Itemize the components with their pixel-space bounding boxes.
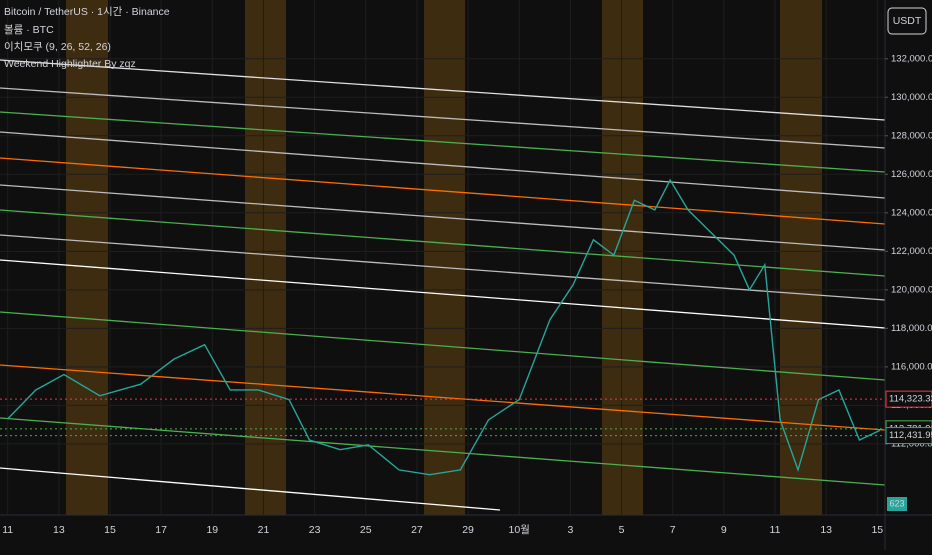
legend-line: 볼륨 · BTC (4, 24, 54, 36)
volume-tag-bg (887, 497, 907, 511)
legend-line: 이치모쿠 (9, 26, 52, 26) (4, 41, 111, 53)
x-tick-label: 11 (770, 524, 781, 536)
x-tick-label: 17 (155, 524, 167, 536)
trend-lines (0, 59, 886, 511)
trend-line (0, 311, 886, 381)
price-line (7, 178, 881, 476)
x-tick-label: 25 (360, 524, 372, 536)
x-tick-label: 29 (462, 524, 474, 536)
x-tick-label: 27 (411, 524, 423, 536)
x-tick-label: 15 (104, 524, 116, 536)
weekend-band (424, 0, 465, 515)
x-tick-label: 13 (820, 524, 832, 536)
x-tick-label: 15 (871, 524, 883, 536)
y-tick-label: 126,000.00 (891, 169, 932, 180)
trend-line (0, 184, 886, 251)
x-tick-label: 9 (721, 524, 727, 536)
chart-title: Bitcoin / TetherUS · 1시간 · Binance (4, 6, 170, 18)
y-tick-label: 124,000.00 (891, 207, 932, 218)
x-tick-label: 3 (567, 524, 573, 536)
y-tick-label: 132,000.00 (891, 53, 932, 64)
weekend-bands (66, 0, 822, 515)
weekend-band (66, 0, 108, 515)
y-tick-label: 120,000.00 (891, 284, 932, 295)
trend-line (0, 417, 886, 486)
y-tick-label: 116,000.00 (891, 361, 932, 372)
trend-line (0, 59, 886, 121)
x-tick-label: 13 (53, 524, 65, 536)
currency-button[interactable] (887, 7, 927, 35)
trend-line (0, 157, 886, 225)
price-tag-bg (885, 390, 932, 408)
legend-line: Weekend Highlighter By zqz (4, 58, 136, 70)
trend-line (0, 209, 886, 277)
x-tick-label: 23 (309, 524, 321, 536)
x-tick-label: 11 (2, 524, 13, 536)
price-tag: 112,431.95 (889, 430, 932, 441)
x-tick-label: 21 (258, 524, 270, 536)
trend-line (0, 364, 886, 431)
trend-line (0, 111, 886, 173)
plot (7, 178, 881, 476)
x-tick-label: 19 (206, 524, 218, 536)
trend-line (0, 234, 886, 301)
x-tick-label: 5 (619, 524, 625, 536)
price-tag-bg (885, 427, 932, 445)
currency-label[interactable]: USDT (893, 15, 922, 27)
trend-line (0, 259, 886, 329)
y-tick-label: 122,000.00 (891, 246, 932, 257)
x-tick-label: 10월 (509, 524, 530, 536)
trend-line (0, 131, 886, 199)
volume-tag: 623 (889, 498, 904, 508)
price-tag: 114,323.33 (889, 394, 932, 405)
y-tick-label: 130,000.00 (891, 92, 932, 103)
y-tick-label: 128,000.00 (891, 130, 932, 141)
y-tick-label: 118,000.00 (891, 323, 932, 334)
trend-line (0, 467, 501, 511)
x-tick-label: 7 (670, 524, 676, 536)
trend-line (0, 87, 886, 149)
